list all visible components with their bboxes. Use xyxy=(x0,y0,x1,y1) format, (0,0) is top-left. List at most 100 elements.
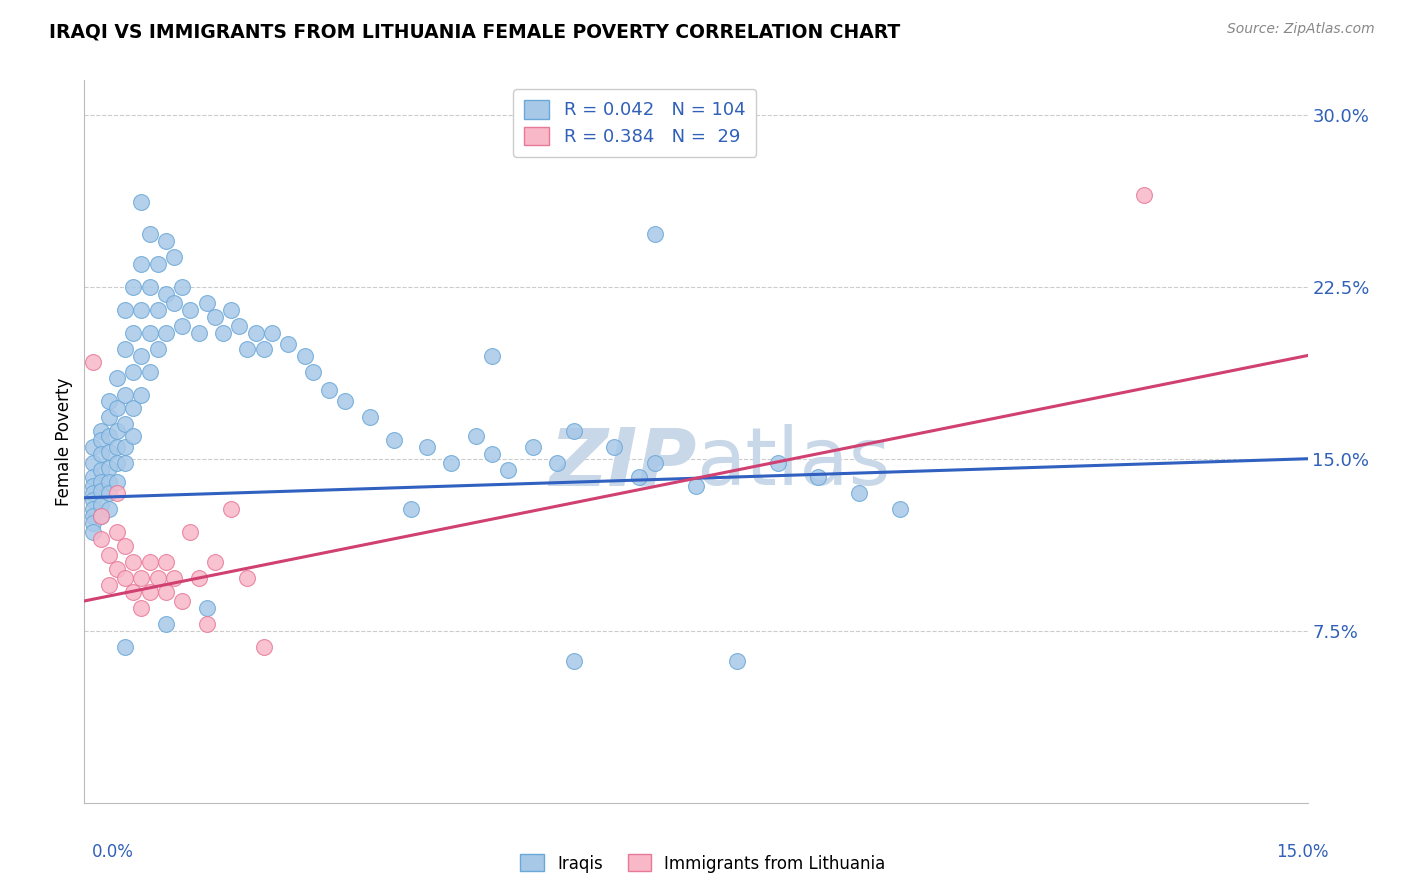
Point xyxy=(131,194,153,209)
Point xyxy=(301,365,323,379)
Point xyxy=(114,417,136,432)
Point xyxy=(97,394,120,409)
Point xyxy=(105,401,128,416)
Point xyxy=(131,600,153,615)
Point xyxy=(498,463,520,477)
Point xyxy=(644,227,666,241)
Point xyxy=(138,584,160,599)
Point xyxy=(335,394,357,409)
Point xyxy=(122,555,145,569)
Point xyxy=(105,562,128,576)
Point xyxy=(228,318,250,333)
Point xyxy=(131,349,153,363)
Point xyxy=(179,525,201,540)
Point xyxy=(82,493,104,508)
Point xyxy=(82,440,104,454)
Point xyxy=(105,525,128,540)
Text: 0.0%: 0.0% xyxy=(91,843,134,861)
Point xyxy=(155,616,177,631)
Point xyxy=(90,434,112,448)
Point xyxy=(627,470,650,484)
Point xyxy=(138,326,160,340)
Point xyxy=(122,584,145,599)
Point xyxy=(155,286,177,301)
Point xyxy=(522,440,544,454)
Point xyxy=(138,279,160,293)
Point xyxy=(97,429,120,443)
Point xyxy=(138,555,160,569)
Point xyxy=(172,318,194,333)
Point xyxy=(245,326,267,340)
Point xyxy=(114,571,136,585)
Point xyxy=(253,640,276,654)
Point xyxy=(359,410,381,425)
Point xyxy=(138,227,160,241)
Point xyxy=(138,365,160,379)
Point xyxy=(97,445,120,459)
Point xyxy=(82,516,104,530)
Point xyxy=(481,349,503,363)
Point xyxy=(416,440,439,454)
Point xyxy=(131,387,153,401)
Point xyxy=(90,509,112,524)
Point xyxy=(163,250,186,264)
Point xyxy=(155,584,177,599)
Point xyxy=(236,571,259,585)
Point xyxy=(114,302,136,317)
Point xyxy=(90,424,112,438)
Point xyxy=(219,502,242,516)
Point xyxy=(464,429,486,443)
Point xyxy=(122,326,145,340)
Legend: Iraqis, Immigrants from Lithuania: Iraqis, Immigrants from Lithuania xyxy=(513,847,893,880)
Point xyxy=(114,440,136,454)
Point xyxy=(82,502,104,516)
Point xyxy=(90,463,112,477)
Text: IRAQI VS IMMIGRANTS FROM LITHUANIA FEMALE POVERTY CORRELATION CHART: IRAQI VS IMMIGRANTS FROM LITHUANIA FEMAL… xyxy=(49,22,900,41)
Point xyxy=(212,326,235,340)
Point xyxy=(131,302,153,317)
Point xyxy=(644,456,666,470)
Point xyxy=(546,456,568,470)
Point xyxy=(146,342,169,356)
Point xyxy=(172,594,194,608)
Point xyxy=(105,486,128,500)
Point xyxy=(105,371,128,385)
Point xyxy=(90,483,112,498)
Point xyxy=(97,461,120,475)
Point xyxy=(1133,188,1156,202)
Point xyxy=(146,257,169,271)
Point xyxy=(187,571,209,585)
Point xyxy=(105,424,128,438)
Point xyxy=(155,555,177,569)
Point xyxy=(97,486,120,500)
Text: atlas: atlas xyxy=(696,425,890,502)
Point xyxy=(562,424,585,438)
Point xyxy=(195,616,218,631)
Point xyxy=(195,295,218,310)
Point xyxy=(889,502,911,516)
Point xyxy=(219,302,242,317)
Point xyxy=(122,279,145,293)
Point xyxy=(766,456,789,470)
Point xyxy=(114,342,136,356)
Point xyxy=(277,337,299,351)
Point xyxy=(294,349,316,363)
Point xyxy=(807,470,830,484)
Point xyxy=(114,387,136,401)
Point xyxy=(82,479,104,493)
Point xyxy=(122,429,145,443)
Point xyxy=(399,502,422,516)
Text: ZIP: ZIP xyxy=(548,425,696,502)
Point xyxy=(260,326,283,340)
Point xyxy=(122,401,145,416)
Point xyxy=(146,571,169,585)
Text: 15.0%: 15.0% xyxy=(1277,843,1329,861)
Point xyxy=(90,447,112,461)
Text: Source: ZipAtlas.com: Source: ZipAtlas.com xyxy=(1227,22,1375,37)
Point xyxy=(204,310,226,324)
Point xyxy=(195,600,218,615)
Point xyxy=(155,234,177,248)
Point xyxy=(725,654,748,668)
Point xyxy=(105,475,128,489)
Point xyxy=(114,640,136,654)
